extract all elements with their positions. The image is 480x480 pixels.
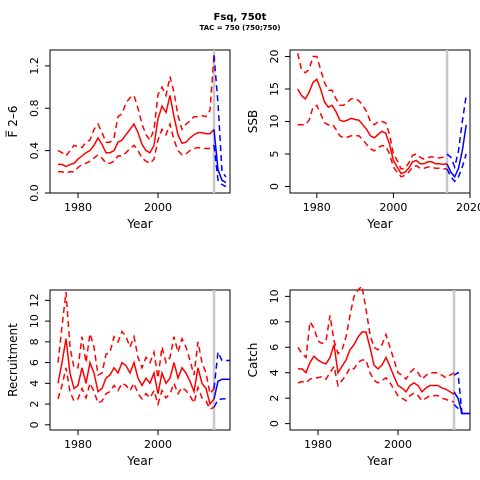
plot-frame [289, 49, 471, 194]
history-lower-line [297, 359, 455, 403]
y-tick-label: 2 [28, 401, 41, 408]
x-tick-label: 2000 [144, 201, 172, 214]
f-panel: 1980 2000 0.0 0.4 0.8 1.2 Year F̅ 2–6 [5, 49, 231, 231]
projection-lower-line [213, 398, 230, 408]
history-median-line [298, 331, 455, 396]
projection-lower-line [213, 145, 227, 188]
history-upper-line [297, 284, 455, 381]
x-axis-label: Year [126, 454, 152, 468]
y-tick-label: 15 [268, 82, 281, 96]
catch-panel: 1980 2000 0 2 4 6 8 10 Year Catch [246, 284, 471, 468]
y-axis-label: F̅ 2–6 [5, 106, 20, 138]
y-tick-label: 0.8 [28, 100, 41, 118]
y-tick-label: 1.2 [28, 57, 41, 75]
recruitment-panel: 1980 2000 0 2 4 6 8 10 12 Year Recruitment [6, 289, 231, 468]
projection-lower-line [446, 153, 467, 183]
history-upper-line [57, 55, 215, 157]
y-tick-label: 0.0 [28, 184, 41, 202]
y-tick-label: 0.4 [28, 142, 41, 160]
y-tick-label: 4 [268, 369, 281, 376]
x-tick-label: 2000 [384, 438, 412, 451]
projection-median-line [213, 129, 227, 184]
plot-frame [49, 49, 231, 194]
plot-frame [49, 289, 231, 431]
y-tick-label: 6 [28, 359, 41, 366]
y-tick-label: 5 [268, 151, 281, 158]
history-upper-line [57, 292, 215, 396]
y-tick-label: 10 [268, 289, 281, 303]
projection-median-line [453, 391, 470, 415]
history-upper-line [296, 53, 448, 170]
x-tick-label: 2000 [144, 438, 172, 451]
history-lower-line [57, 367, 215, 411]
x-axis-label: Year [126, 217, 152, 231]
figure-title: Fsq, 750t [214, 12, 267, 23]
projection-upper-line [213, 349, 230, 389]
y-axis-label: Recruitment [6, 323, 20, 397]
history-median-line [297, 78, 448, 175]
x-tick-label: 1980 [64, 201, 92, 214]
y-tick-label: 8 [268, 318, 281, 325]
y-axis-label: SSB [246, 110, 260, 133]
history-median-line [57, 338, 215, 406]
history-median-line [58, 95, 215, 168]
y-tick-label: 0 [268, 183, 281, 190]
y-tick-label: 10 [268, 115, 281, 129]
y-tick-label: 20 [268, 50, 281, 64]
projection-upper-line [213, 55, 227, 178]
y-axis-label: Catch [246, 343, 260, 378]
y-tick-label: 8 [28, 338, 41, 345]
x-axis-label: Year [366, 217, 392, 231]
x-tick-label: 1980 [303, 201, 331, 214]
y-tick-label: 0 [268, 420, 281, 427]
y-tick-label: 4 [28, 380, 41, 387]
y-tick-label: 6 [268, 344, 281, 351]
y-tick-label: 10 [28, 314, 41, 328]
history-lower-line [297, 104, 447, 178]
x-tick-label: 1980 [64, 438, 92, 451]
y-tick-label: 12 [28, 293, 41, 307]
figure-subtitle: TAC = 750 (750;750) [200, 24, 281, 32]
y-tick-label: 0 [28, 421, 41, 428]
x-axis-label: Year [366, 454, 392, 468]
x-tick-label: 2000 [379, 201, 407, 214]
x-tick-label: 1980 [304, 438, 332, 451]
projection-median-line [213, 378, 230, 400]
history-lower-line [58, 121, 215, 174]
plot-frame [289, 289, 471, 431]
y-tick-label: 2 [268, 395, 281, 402]
projection-upper-line [446, 95, 467, 170]
projection-median-line [446, 124, 467, 179]
